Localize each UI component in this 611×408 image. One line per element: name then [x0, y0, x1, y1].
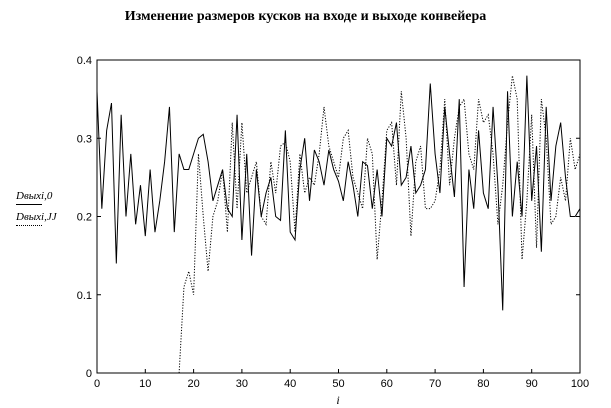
- series-line-0: [96, 75, 581, 311]
- chart-title: Изменение размеров кусков на входе и вых…: [124, 9, 487, 24]
- x-tick-label: 0: [94, 378, 100, 390]
- legend-label-series-1: Dвыхi,JJ: [16, 211, 57, 223]
- x-tick-label: 60: [381, 378, 393, 390]
- chart-legend: Dвыхi,0 Dвыхi,JJ: [16, 190, 76, 232]
- legend-swatch-solid: [16, 204, 42, 205]
- legend-swatch-dotted: [16, 225, 42, 226]
- y-tick-label: 0.2: [77, 212, 92, 224]
- legend-label-series-0: Dвыхi,0: [16, 190, 53, 202]
- x-tick-label: 80: [477, 378, 489, 390]
- y-axis: 0 0.1 0.2 0.3 0.4: [77, 55, 580, 380]
- x-tick-label: 70: [429, 378, 441, 390]
- x-tick-label: 90: [526, 378, 538, 390]
- y-tick-label: 0: [86, 368, 92, 380]
- x-tick-label: 100: [571, 378, 589, 390]
- series-line-1: [178, 75, 581, 374]
- x-axis-label: i: [336, 393, 339, 407]
- y-tick-label: 0.4: [77, 55, 92, 67]
- series-layer: [96, 75, 581, 374]
- x-tick-label: 10: [139, 378, 151, 390]
- x-tick-label: 40: [284, 378, 296, 390]
- x-tick-label: 20: [187, 378, 199, 390]
- x-tick-label: 50: [332, 378, 344, 390]
- x-axis: 0 10 20 30 40 50 60 70 80 90 100: [94, 369, 589, 390]
- x-tick-label: 30: [236, 378, 248, 390]
- y-tick-label: 0.1: [77, 290, 92, 302]
- y-tick-label: 0.3: [77, 133, 92, 145]
